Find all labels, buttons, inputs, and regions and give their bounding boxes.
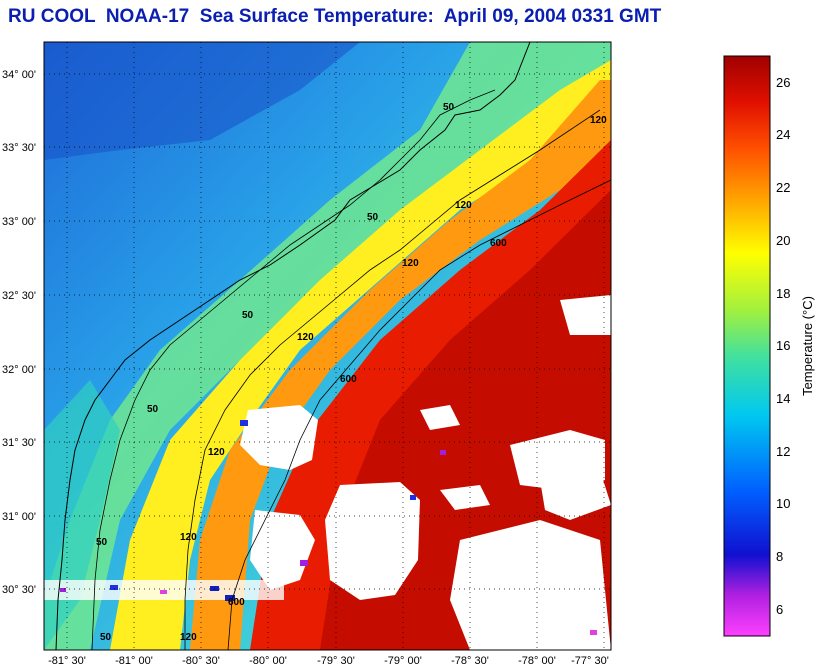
colorbar: 26 24 22 20 18 16 14 12 10 8 6 Temperatu… — [723, 55, 815, 637]
contour-label: 120 — [455, 200, 472, 211]
lon-tick-label: -79° 30' — [317, 655, 355, 667]
colorbar-tick: 14 — [776, 391, 790, 406]
isobath-600m — [227, 179, 611, 650]
lon-tick-label: -81° 00' — [115, 655, 153, 667]
lat-tick-label: 32° 00' — [2, 364, 36, 376]
isobath-120m — [184, 109, 601, 650]
colorbar-tick: 24 — [776, 127, 790, 142]
lat-tick-label: 30° 30' — [2, 584, 36, 596]
contour-label: 120 — [208, 447, 225, 458]
colorbar-gradient — [723, 55, 771, 637]
contour-label: 600 — [490, 238, 507, 249]
colorbar-tick: 20 — [776, 233, 790, 248]
contour-label: 120 — [402, 258, 419, 269]
contour-label: 120 — [590, 115, 607, 126]
contour-label: 50 — [367, 212, 379, 223]
lon-tick-label: -79° 00' — [384, 655, 422, 667]
colorbar-tick: 10 — [776, 496, 790, 511]
map-frame — [43, 41, 612, 651]
map-title: RU COOL NOAA-17 Sea Surface Temperature:… — [8, 6, 662, 27]
lat-tick-label: 31° 00' — [2, 511, 36, 523]
colorbar-tick: 12 — [776, 444, 790, 459]
lon-tick-label: -80° 00' — [249, 655, 287, 667]
contour-label: 120 — [297, 332, 314, 343]
isobath-50m — [91, 89, 496, 650]
lat-tick-label: 32° 30' — [2, 290, 36, 302]
colorbar-tick: 8 — [776, 549, 783, 564]
contour-label: 50 — [242, 310, 254, 321]
contour-label: 120 — [180, 632, 197, 643]
contour-label: 600 — [228, 597, 245, 608]
lat-tick-label: 34° 00' — [2, 69, 36, 81]
lon-tick-label: -78° 00' — [518, 655, 556, 667]
inland-cool-area — [44, 42, 360, 160]
lat-tick-label: 31° 30' — [2, 437, 36, 449]
lat-tick-label: 33° 30' — [2, 142, 36, 154]
cloud-mask — [240, 295, 611, 650]
lat-tick-label: 33° 00' — [2, 216, 36, 228]
contour-label: 50 — [100, 632, 112, 643]
colorbar-title: Temperature (°C) — [800, 296, 815, 396]
colorbar-tick: 22 — [776, 180, 790, 195]
lon-tick-label: -78° 30' — [451, 655, 489, 667]
colorbar-tick: 16 — [776, 338, 790, 353]
lon-tick-label: -80° 30' — [182, 655, 220, 667]
contour-label: 50 — [443, 102, 455, 113]
colorbar-tick: 6 — [776, 602, 783, 617]
sst-imagery: 50 120 50 120 600 50 120 600 120 120 50 … — [44, 42, 611, 650]
contour-label: 120 — [180, 532, 197, 543]
latitude-axis: 34° 00' 33° 30' 33° 00' 32° 30' 32° 00' … — [2, 69, 36, 596]
lon-tick-label: -77° 30' — [571, 655, 609, 667]
cloud-edge-speckle — [44, 420, 597, 635]
contour-label: 50 — [96, 537, 108, 548]
colorbar-tick: 18 — [776, 286, 790, 301]
longitude-axis: -81° 30' -81° 00' -80° 30' -80° 00' -79°… — [48, 655, 609, 667]
coastline — [55, 42, 531, 650]
contour-label: 600 — [340, 374, 357, 385]
lon-tick-label: -81° 30' — [48, 655, 86, 667]
colorbar-tick: 26 — [776, 75, 790, 90]
outer-shelf-band — [190, 80, 611, 650]
contour-label: 50 — [147, 404, 159, 415]
